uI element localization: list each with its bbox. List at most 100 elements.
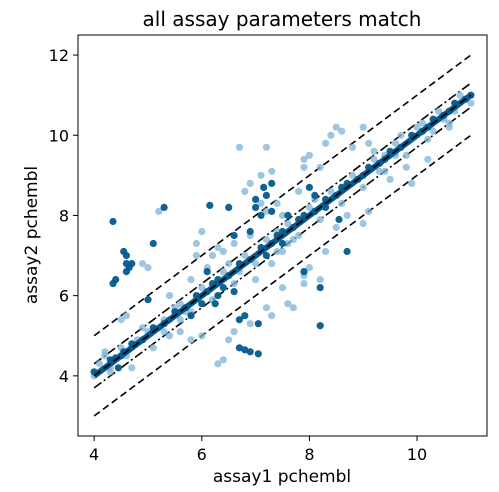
data-point <box>165 292 174 300</box>
data-point <box>214 292 222 300</box>
data-point <box>289 304 297 312</box>
identity-line <box>93 94 472 377</box>
data-point <box>268 167 276 175</box>
plot-frame <box>77 34 488 437</box>
data-point <box>139 260 147 268</box>
data-point <box>187 276 195 284</box>
data-point <box>122 251 130 260</box>
data-point <box>252 195 260 203</box>
data-point <box>408 179 416 187</box>
identity-line <box>92 92 473 379</box>
y-tick-label: 12 <box>49 46 69 65</box>
data-point <box>278 247 287 256</box>
data-point <box>327 187 335 195</box>
data-point <box>241 251 249 260</box>
data-point <box>144 296 152 304</box>
data-point <box>268 179 276 187</box>
data-point <box>208 251 217 260</box>
data-point <box>198 227 206 236</box>
data-point <box>198 300 206 308</box>
data-point <box>257 199 265 207</box>
data-point <box>214 243 222 252</box>
data-point <box>295 231 303 240</box>
data-point <box>278 284 287 292</box>
data-point <box>348 171 357 179</box>
data-point <box>359 123 367 131</box>
data-point <box>300 163 308 171</box>
data-point <box>284 211 292 219</box>
reference-line <box>93 82 472 365</box>
data-point <box>246 320 254 328</box>
data-point <box>160 203 168 211</box>
data-point <box>176 300 184 308</box>
data-point <box>246 348 254 356</box>
data-point <box>322 139 330 147</box>
y-axis-ticks: 4 6 8 10 12 <box>49 46 78 386</box>
data-point <box>246 179 254 187</box>
data-point <box>445 123 453 131</box>
data-point <box>225 336 233 344</box>
data-point <box>311 191 319 199</box>
data-point <box>214 360 222 368</box>
data-point <box>257 211 265 219</box>
data-point <box>122 268 130 276</box>
data-point <box>424 135 432 143</box>
data-point <box>332 123 340 131</box>
data-point <box>338 199 346 207</box>
reference-line <box>93 54 472 337</box>
data-point <box>206 201 214 209</box>
data-point <box>128 260 136 268</box>
data-point <box>176 316 184 324</box>
data-point <box>273 247 281 256</box>
x-tick-label: 10 <box>407 445 427 464</box>
data-point <box>278 239 287 248</box>
data-point <box>335 215 343 224</box>
data-point <box>252 203 260 211</box>
data-point <box>284 239 292 248</box>
data-point <box>386 175 394 183</box>
data-point <box>435 107 443 115</box>
data-point <box>230 239 238 248</box>
data-point <box>95 360 104 368</box>
data-point <box>192 239 200 248</box>
data-point <box>381 167 389 175</box>
data-point <box>254 350 262 358</box>
data-point <box>187 312 195 320</box>
data-point <box>456 91 464 99</box>
data-point <box>235 344 243 352</box>
data-point <box>402 163 410 171</box>
data-point <box>219 247 227 256</box>
data-point <box>397 131 405 139</box>
data-point <box>128 364 136 372</box>
data-point <box>268 312 276 320</box>
data-point <box>230 328 238 336</box>
data-point <box>305 151 313 159</box>
data-point <box>114 364 122 372</box>
data-point <box>219 268 227 276</box>
data-point <box>225 203 233 211</box>
data-point <box>300 155 308 163</box>
y-tick-label: 8 <box>59 206 69 225</box>
data-point <box>203 268 211 276</box>
data-point <box>101 348 109 356</box>
data-point <box>144 264 152 272</box>
data-point <box>305 183 313 191</box>
reference-line <box>93 134 472 417</box>
data-point <box>262 304 270 312</box>
data-point <box>165 332 174 340</box>
data-point <box>230 231 238 240</box>
data-point <box>139 324 147 332</box>
x-tick-label: 4 <box>89 445 99 464</box>
data-point <box>284 219 292 228</box>
data-point <box>262 207 270 215</box>
data-point <box>418 119 426 127</box>
data-point <box>316 284 324 292</box>
x-axis-ticks: 4 6 8 10 <box>89 436 427 464</box>
data-point <box>109 217 117 226</box>
data-point <box>187 336 195 344</box>
data-point <box>230 288 238 296</box>
data-point <box>260 183 268 191</box>
data-point <box>241 312 249 320</box>
data-point <box>235 316 243 324</box>
data-point <box>343 247 351 256</box>
